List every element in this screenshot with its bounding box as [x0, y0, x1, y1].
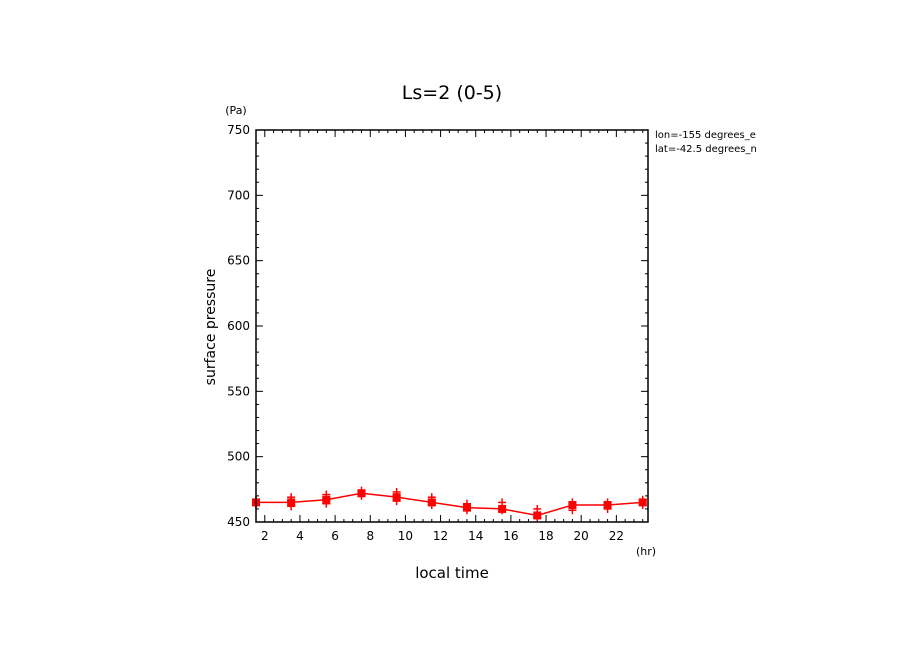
- data-point: [427, 498, 436, 507]
- chart-title: Ls=2 (0-5): [402, 82, 502, 104]
- data-marks: [252, 486, 647, 521]
- data-point: [603, 501, 612, 510]
- data-point: [322, 495, 331, 504]
- annotation-lon: lon=-155 degrees_e: [655, 130, 756, 141]
- data-point: [533, 511, 542, 520]
- y-axis-label: surface pressure: [203, 269, 219, 386]
- y-tick-label: 700: [227, 188, 250, 202]
- y-tick-label: 750: [227, 123, 250, 137]
- tick-labels: 2 4 6 8 10 12 14 16 18 20 22 450 500 550 600 650 700 750: [227, 123, 624, 543]
- x-tick-label: 14: [468, 529, 483, 543]
- y-tick-label: 550: [227, 384, 250, 398]
- annotation-lat: lat=-42.5 degrees_n: [655, 144, 757, 155]
- x-unit-label: (hr): [636, 545, 656, 558]
- series-line: [256, 492, 643, 517]
- x-tick-label: 16: [503, 529, 518, 543]
- tick-marks: [256, 129, 648, 523]
- y-tick-label: 450: [227, 515, 250, 529]
- x-axis-label: local time: [415, 564, 489, 582]
- data-point: [498, 504, 507, 513]
- x-tick-label: 18: [538, 529, 553, 543]
- data-point: [392, 493, 401, 502]
- y-tick-label: 500: [227, 450, 250, 464]
- x-tick-label: 12: [433, 529, 448, 543]
- data-point: [568, 501, 577, 510]
- x-tick-label: 22: [609, 529, 624, 543]
- x-tick-label: 6: [331, 529, 339, 543]
- x-tick-label: 4: [296, 529, 304, 543]
- x-tick-label: 8: [366, 529, 374, 543]
- plot-frame: [255, 129, 649, 523]
- y-tick-label: 650: [227, 254, 250, 268]
- y-unit-label: (Pa): [225, 104, 246, 117]
- data-point: [638, 498, 647, 507]
- x-tick-label: 10: [398, 529, 413, 543]
- y-tick-label: 600: [227, 319, 250, 333]
- data-point: [287, 498, 296, 507]
- x-tick-label: 20: [574, 529, 589, 543]
- x-tick-label: 2: [261, 529, 269, 543]
- data-point: [462, 503, 471, 512]
- data-point: [357, 489, 366, 498]
